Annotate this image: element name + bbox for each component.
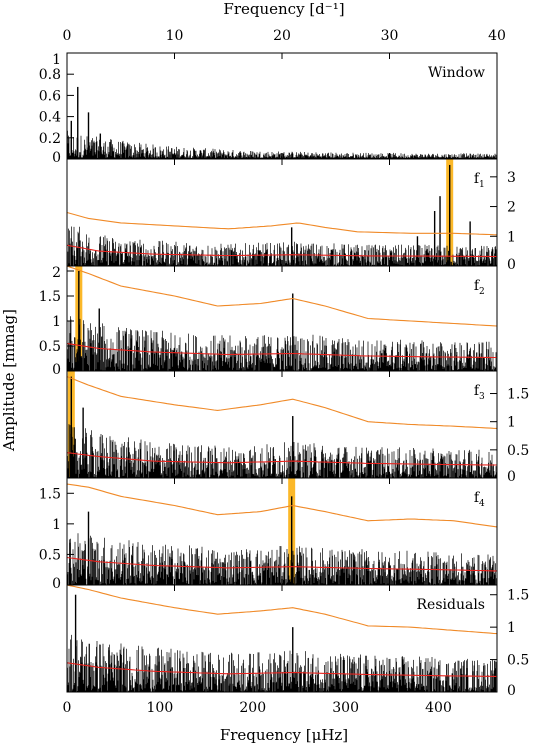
panel-f4: 0 0.5 1 1.5 f 4: [39, 477, 498, 592]
bottom-x-tick-label: 200: [239, 700, 266, 716]
panel-label: f: [474, 171, 481, 187]
noise-level-curve: [66, 556, 497, 572]
y-tick-label: 1: [52, 52, 61, 68]
y-axis-title: Amplitude [mmag]: [0, 309, 18, 452]
y-tick-label: 0.6: [39, 88, 61, 104]
y-tick-label: 0: [52, 362, 61, 378]
significance-threshold-curve: [66, 483, 498, 528]
y-tick-label: 3: [507, 170, 516, 186]
y-tick-label: 0.2: [39, 131, 61, 147]
y-tick-label: 0: [507, 257, 516, 273]
y-tick-label: 1: [52, 517, 61, 533]
top-axis-title: Frequency [d⁻¹]: [223, 0, 344, 18]
noise-level-curve: [66, 342, 497, 359]
top-x-tick-label: 20: [273, 28, 291, 44]
panel-f3: 0 0.5 1 1.5 f 3: [66, 370, 529, 485]
y-tick-label: 1.5: [507, 387, 529, 403]
y-tick-label: 1: [52, 314, 61, 330]
y-tick-label: 1.5: [39, 289, 61, 305]
top-x-tick-label: 40: [488, 28, 506, 44]
noise-level-curve: [66, 662, 497, 677]
y-tick-label: 0: [52, 150, 61, 166]
y-tick-label: 0.4: [39, 110, 61, 126]
y-tick-label: 0: [507, 469, 516, 485]
spectrum-noise: [66, 316, 498, 371]
y-tick-label: 0: [507, 683, 516, 699]
y-tick-label: 1.5: [507, 588, 529, 604]
significance-threshold-curve: [66, 211, 498, 236]
panel-window: 0 0.2 0.4 0.6 0.81 Window: [39, 52, 498, 166]
panel-label: f: [474, 490, 481, 506]
y-tick-label: 1: [507, 415, 516, 431]
significance-threshold-curve: [66, 584, 498, 635]
y-tick-label: 1: [507, 620, 516, 636]
panel-label: f: [474, 383, 481, 399]
y-tick-label: 2: [52, 265, 61, 281]
noise-level-curve: [66, 452, 497, 466]
top-x-tick-label: 30: [381, 28, 399, 44]
y-tick-label: 0.8: [39, 67, 61, 83]
y-tick-label: 0.5: [507, 443, 529, 459]
panel-residuals: 0 0.5 1 1.5 Residuals: [66, 584, 529, 699]
panel-f2: 00.511.52f 2: [39, 265, 498, 378]
panel-label: f: [474, 278, 481, 294]
spectrum-noise: [66, 634, 498, 692]
panel-label-subscript: 1: [479, 180, 485, 190]
panel-label: Window: [428, 65, 485, 81]
bottom-x-tick-label: 0: [63, 700, 72, 716]
spectrum-noise: [66, 533, 498, 585]
y-tick-label: 0: [52, 576, 61, 592]
noise-level-curve: [66, 244, 497, 258]
panel-label-subscript: 3: [479, 392, 485, 402]
panel-label-subscript: 2: [479, 287, 485, 297]
spectrum-noise: [66, 424, 498, 478]
panel-label: Residuals: [417, 597, 485, 613]
y-tick-label: 0.5: [507, 653, 529, 669]
y-tick-label: 1.5: [39, 486, 61, 502]
y-tick-label: 0.5: [39, 547, 61, 563]
top-x-tick-label: 10: [166, 28, 184, 44]
y-tick-label: 0.5: [39, 339, 61, 355]
panel-frame: [66, 158, 498, 267]
bottom-x-tick-label: 100: [147, 700, 174, 716]
bottom-axis-title: Frequency [μHz]: [220, 726, 348, 744]
y-tick-label: 2: [507, 200, 516, 216]
panel-label-subscript: 4: [479, 499, 485, 509]
top-x-tick-label: 0: [63, 28, 72, 44]
bottom-x-tick-label: 300: [332, 700, 359, 716]
bottom-x-tick-label: 400: [425, 700, 452, 716]
significance-threshold-curve: [66, 376, 498, 429]
y-tick-label: 1: [507, 229, 516, 245]
significance-threshold-curve: [66, 265, 498, 327]
